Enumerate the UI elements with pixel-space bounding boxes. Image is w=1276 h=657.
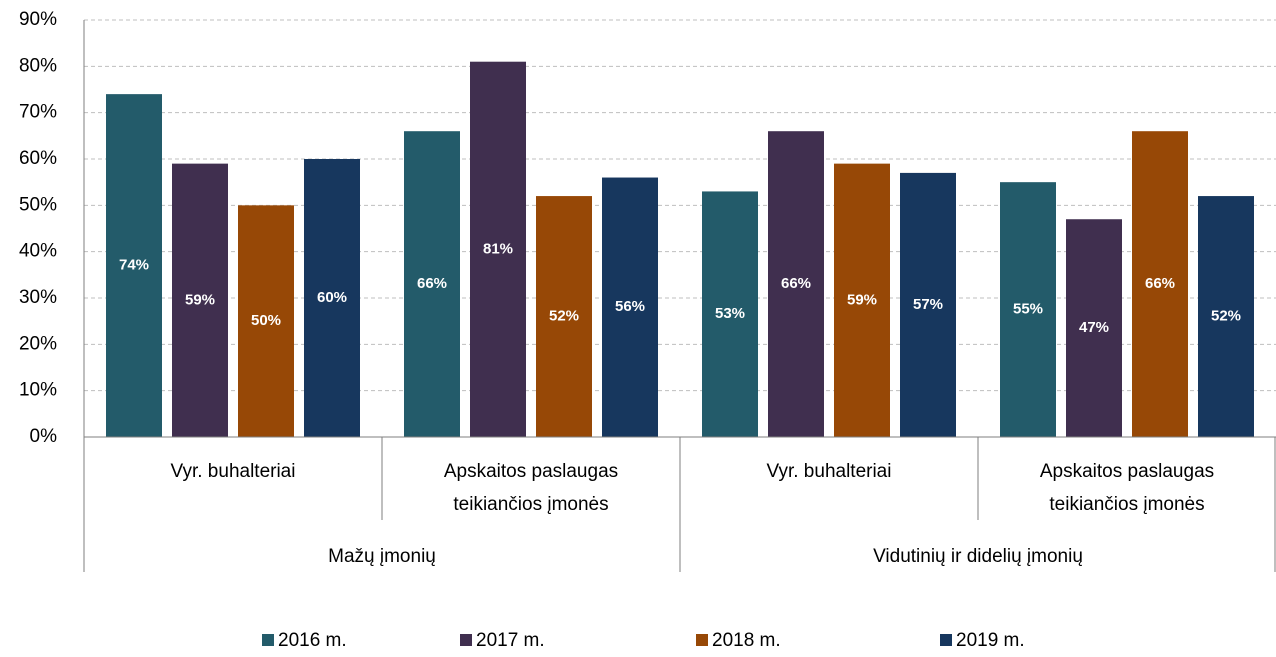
bar [404,131,460,437]
legend-swatch [262,634,274,646]
bar [536,196,592,437]
bar [900,172,956,437]
y-tick-label: 20% [19,333,57,354]
bar [1132,131,1188,437]
bar [304,159,360,437]
group-label: Vidutinių ir didelių įmonių [873,546,1083,567]
data-label: 66% [781,275,811,292]
data-label: 47% [1079,319,1109,336]
legend-swatch [460,634,472,646]
data-label: 56% [615,298,645,315]
bar [768,131,824,437]
legend-label: 2017 m. [476,630,545,651]
data-label: 66% [417,275,447,292]
bar [1066,219,1122,437]
bar [1198,196,1254,437]
data-label: 59% [185,291,215,308]
data-label: 74% [119,257,149,274]
data-label: 53% [715,305,745,322]
data-label: 52% [1211,308,1241,325]
y-tick-label: 70% [19,102,57,123]
legend-swatch [940,634,952,646]
legend-swatch [696,634,708,646]
data-label: 52% [549,308,579,325]
group-label: Mažų įmonių [328,546,436,567]
bar [834,163,890,437]
y-tick-label: 10% [19,380,57,401]
data-label: 59% [847,291,877,308]
legend-label: 2016 m. [278,630,347,651]
x-tick-label: Vyr. buhalteriai [170,461,296,482]
y-tick-label: 50% [19,194,57,215]
data-label: 81% [483,240,513,257]
y-tick-label: 0% [30,426,58,447]
bar [1000,182,1056,437]
bar [238,205,294,437]
data-label: 50% [251,312,281,329]
bar [172,163,228,437]
y-tick-label: 30% [19,287,57,308]
x-tick-label: Apskaitos paslaugas teikiančios įmonės [443,461,619,515]
data-label: 55% [1013,301,1043,318]
y-tick-label: 90% [19,9,57,30]
data-label: 66% [1145,275,1175,292]
y-tick-label: 40% [19,241,57,262]
x-tick-label: Apskaitos paslaugas teikiančios įmonės [1039,461,1215,515]
legend-label: 2019 m. [956,630,1025,651]
bar [602,177,658,438]
legend-label: 2018 m. [712,630,781,651]
bar [106,94,162,437]
data-label: 57% [913,296,943,313]
bar [702,191,758,437]
y-tick-label: 80% [19,55,57,76]
y-tick-label: 60% [19,148,57,169]
data-label: 60% [317,289,347,306]
x-tick-label: Vyr. buhalteriai [766,461,892,482]
bar [470,61,526,437]
